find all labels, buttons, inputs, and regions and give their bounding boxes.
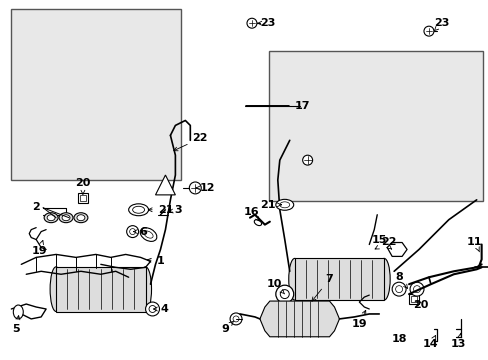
Bar [268,51,482,202]
Text: 4: 4 [153,304,168,314]
Text: 16: 16 [244,207,259,221]
Text: 19: 19 [31,240,47,256]
Ellipse shape [279,202,289,208]
Text: 8: 8 [394,272,407,288]
Circle shape [129,229,135,235]
Text: 22: 22 [374,237,396,249]
Text: 15: 15 [371,234,391,249]
Ellipse shape [377,258,389,300]
Circle shape [395,286,402,293]
Circle shape [230,313,242,325]
Ellipse shape [47,215,55,221]
Circle shape [189,182,201,194]
Text: 13: 13 [450,333,466,349]
Text: 19: 19 [351,310,366,329]
FancyBboxPatch shape [56,267,145,312]
Ellipse shape [62,215,70,221]
Text: 21: 21 [148,205,173,215]
Ellipse shape [44,213,58,223]
Ellipse shape [275,199,293,210]
Text: 14: 14 [422,336,438,349]
Ellipse shape [143,231,153,238]
Circle shape [391,282,405,296]
Circle shape [126,226,138,238]
Circle shape [145,302,159,316]
Polygon shape [260,301,339,337]
Text: 1: 1 [147,256,164,266]
Ellipse shape [13,305,23,319]
Circle shape [413,286,420,293]
Circle shape [280,290,289,298]
Ellipse shape [140,228,157,242]
FancyBboxPatch shape [80,195,86,201]
Text: 5: 5 [13,316,20,334]
FancyBboxPatch shape [78,193,88,203]
Text: 7: 7 [311,274,333,301]
FancyBboxPatch shape [294,258,384,300]
Ellipse shape [74,213,88,223]
Circle shape [275,285,293,303]
Text: 9: 9 [221,321,233,334]
Ellipse shape [288,258,300,300]
Text: 23: 23 [433,18,448,31]
FancyBboxPatch shape [410,296,416,302]
Text: 21: 21 [260,200,281,210]
FancyBboxPatch shape [408,294,418,304]
Circle shape [302,155,312,165]
Text: 2: 2 [32,202,40,212]
Text: 22: 22 [173,133,207,151]
Text: 18: 18 [390,334,406,344]
Ellipse shape [132,206,144,213]
Bar [11,9,181,180]
Text: 20: 20 [412,300,428,310]
Text: 12: 12 [196,183,215,193]
Text: 23: 23 [257,18,275,28]
Circle shape [233,316,239,322]
Circle shape [149,306,156,312]
Circle shape [246,18,256,28]
Text: 11: 11 [466,237,482,252]
Ellipse shape [128,204,148,216]
Ellipse shape [254,220,261,226]
Circle shape [409,282,423,296]
Ellipse shape [77,215,85,221]
Ellipse shape [59,213,73,223]
Circle shape [423,26,433,36]
Ellipse shape [50,267,62,311]
Ellipse shape [139,267,151,311]
Text: 17: 17 [245,100,309,111]
Text: 3: 3 [168,205,182,215]
Text: 20: 20 [75,178,90,194]
Text: 10: 10 [266,279,284,294]
Polygon shape [155,175,175,195]
Text: 6: 6 [133,226,147,237]
